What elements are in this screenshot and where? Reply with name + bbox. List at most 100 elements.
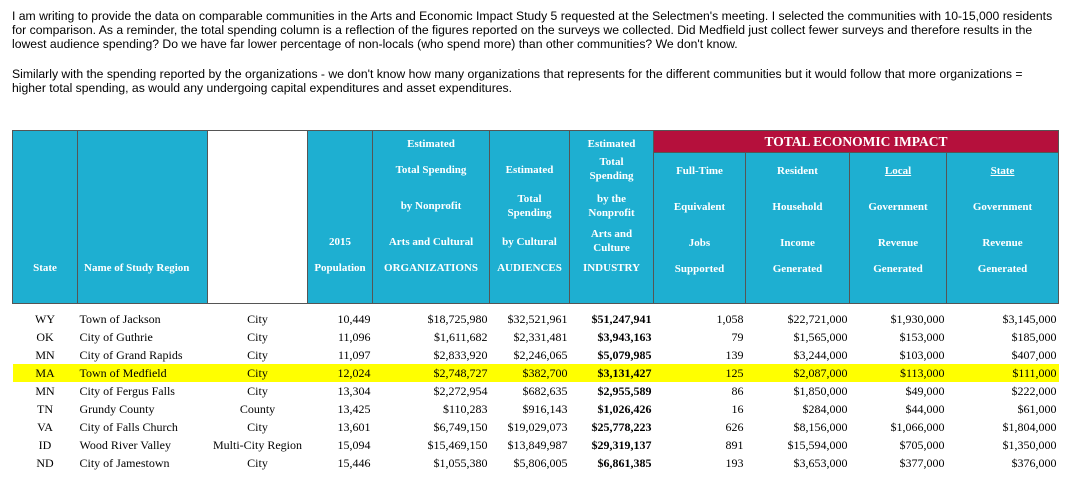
cell-aud: $916,143 [522,402,568,416]
intro-paragraph-1: I am writing to provide the data on comp… [12,9,1053,51]
cell-local: $153,000 [899,330,945,344]
cell-population: 13,601 [337,420,371,434]
cell-industry: $3,131,427 [569,364,654,382]
cell-income: $22,721,000 [787,312,848,326]
cell-org: $18,725,980 [427,312,488,326]
table-row: MN City of Grand Rapids City 11,097 $2,833,9… [13,346,1059,364]
cell-state-rev: $1,350,000 [1002,438,1057,452]
cell-jobs: 193 [725,456,744,470]
table-row: ID Wood River Valley Multi-City Region 15,0… [13,436,1059,454]
cell-local: $103,000 [899,348,945,362]
cell-industry: $51,247,941 [591,312,652,326]
cell-org: $2,748,727 [372,364,490,382]
cell-industry: $6,861,385 [597,456,652,470]
cell-jobs: 139 [725,348,744,362]
cell-local: $1,066,000 [890,420,945,434]
cell-region: Town of Jackson [79,312,161,326]
cell-local: $49,000 [905,384,945,398]
cell-population: 12,024 [307,364,373,382]
cell-org: $110,283 [442,402,488,416]
cell-org: $15,469,150 [427,438,488,452]
header-industry-spending: Estimated Total Spending by the Nonprofi… [569,130,654,304]
cell-aud: $2,246,065 [513,348,568,362]
cell-local: $44,000 [905,402,945,416]
cell-state-rev: $61,000 [1017,402,1057,416]
cell-state: OK [36,330,54,344]
cell-type: City [247,312,268,326]
cell-state: MA [12,364,78,382]
cell-aud: $5,806,005 [513,456,568,470]
cell-region: City of Jamestown [79,456,170,470]
header-blank [207,130,308,304]
cell-aud: $382,700 [489,364,570,382]
cell-type: City [207,364,308,382]
cell-type: City [247,330,268,344]
cell-org: $1,611,682 [433,330,488,344]
cell-income: $15,594,000 [787,438,848,452]
cell-income: $8,156,000 [793,420,848,434]
header-audience-spending: Estimated Total Spending by Cultural AUD… [489,130,570,304]
cell-type: County [239,402,276,416]
cell-state-rev: $222,000 [1011,384,1057,398]
cell-jobs: 86 [731,384,744,398]
cell-jobs: 626 [725,420,744,434]
cell-aud: $19,029,073 [507,420,568,434]
cell-type: City [247,384,268,398]
table-row: MN City of Fergus Falls City 13,304 $2,272,9… [13,382,1059,400]
cell-region: City of Falls Church [79,420,178,434]
cell-income: $2,087,000 [745,364,850,382]
cell-population: 15,094 [337,438,371,452]
table-row: TN Grundy County County 13,425 $110,283 $916,… [13,400,1059,418]
cell-population: 11,096 [337,330,371,344]
header-region: Name of Study Region [77,130,208,304]
cell-org: $2,833,920 [433,348,488,362]
header-fte: Full-Time Equivalent Jobs Supported [653,152,746,304]
cell-industry: $5,079,985 [597,348,652,362]
cell-local: $113,000 [849,364,947,382]
header-local-gov: Local Government Revenue Generated [849,152,947,304]
cell-population: 13,425 [337,402,371,416]
cell-state-rev: $111,000 [946,364,1059,382]
cell-type: City [247,420,268,434]
header-state: State [12,130,78,304]
table-body: WY Town of Jackson City 10,449 $18,725,980 $3… [12,304,1059,473]
cell-org: $1,055,380 [433,456,488,470]
cell-aud: $2,331,481 [513,330,568,344]
cell-state-rev: $1,804,000 [1002,420,1057,434]
impact-title: TOTAL ECONOMIC IMPACT [652,130,1060,153]
cell-income: $3,653,000 [793,456,848,470]
cell-population: 10,449 [337,312,371,326]
table-row: ND City of Jamestown City 15,446 $1,055,380 $… [13,454,1059,472]
cell-jobs: 125 [653,364,746,382]
header-org-spending: Estimated Total Spending by Nonprofit Ar… [372,130,490,304]
cell-income: $1,565,000 [793,330,848,344]
cell-local: $1,930,000 [890,312,945,326]
cell-region: Wood River Valley [79,438,171,452]
cell-state: MN [35,348,55,362]
cell-state: ND [36,456,54,470]
cell-region: City of Guthrie [79,330,153,344]
table-row: WY Town of Jackson City 10,449 $18,725,980 $3… [13,310,1059,328]
cell-industry: $2,955,589 [597,384,652,398]
cell-state-rev: $3,145,000 [1002,312,1057,326]
table-row: OK City of Guthrie City 11,096 $1,611,682 $2,… [13,328,1059,346]
cell-industry: $25,778,223 [591,420,652,434]
cell-region: Town of Medfield [77,364,208,382]
cell-industry: $29,319,137 [591,438,652,452]
cell-population: 13,304 [337,384,371,398]
cell-type: Multi-City Region [212,438,302,452]
cell-industry: $1,026,426 [597,402,652,416]
header-income: Resident Household Income Generated [745,152,850,304]
cell-jobs: 891 [725,438,744,452]
cell-income: $284,000 [802,402,848,416]
cell-region: Grundy County [79,402,155,416]
cell-income: $3,244,000 [793,348,848,362]
intro-paragraph-2: Similarly with the spending reported by … [12,67,1023,95]
cell-jobs: 79 [731,330,744,344]
cell-region: City of Grand Rapids [79,348,183,362]
cell-state: VA [37,420,53,434]
cell-industry: $3,943,163 [597,330,652,344]
table-row: VA City of Falls Church City 13,601 $6,749,1… [13,418,1059,436]
cell-jobs: 1,058 [716,312,744,326]
cell-population: 11,097 [337,348,371,362]
